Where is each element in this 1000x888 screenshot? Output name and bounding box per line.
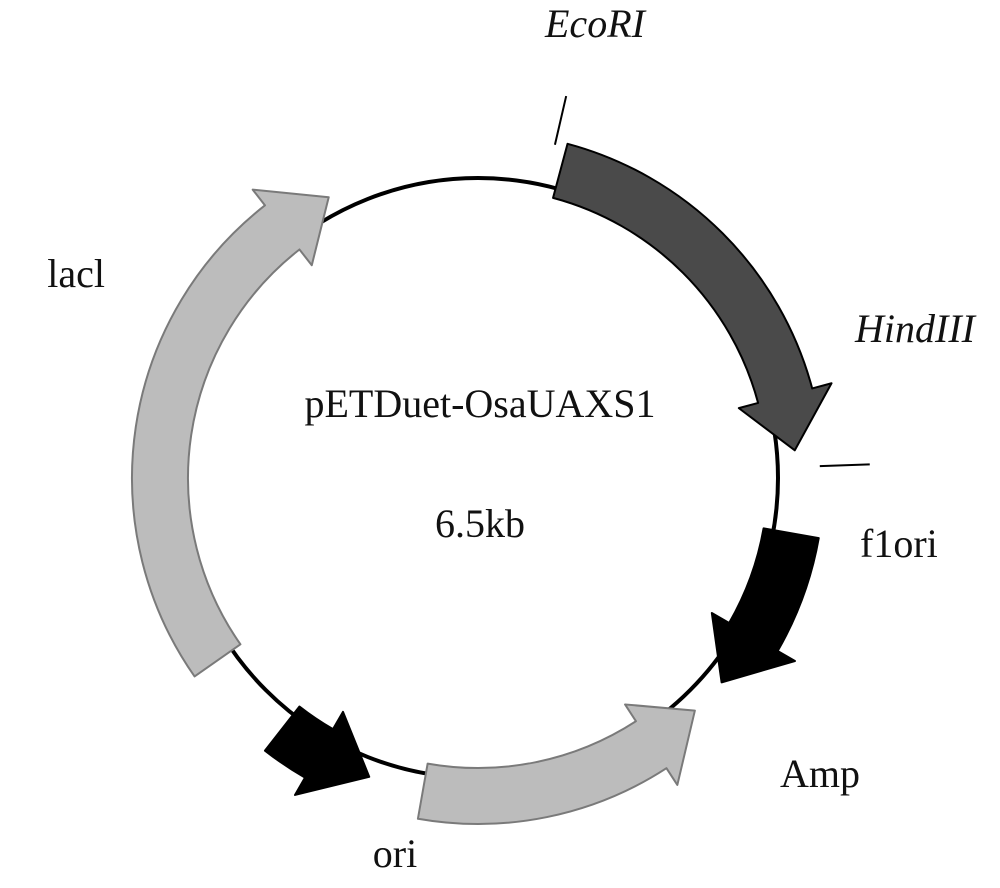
plasmid-name: pETDuet-OsaUAXS1 — [304, 380, 655, 427]
plasmid-map: pETDuet-OsaUAXS1 6.5kb f1ori Amp ori lacl EcoR… — [0, 0, 1000, 888]
label-HindIII: HindIII — [855, 305, 975, 352]
site-tick-EcoRI — [555, 96, 566, 145]
label-ori: ori — [373, 830, 417, 877]
feature-ori — [265, 707, 369, 795]
plasmid-size: 6.5kb — [435, 500, 525, 547]
label-lacI: lacl — [47, 250, 105, 297]
feature-f1ori — [712, 528, 819, 682]
label-f1ori: f1ori — [860, 520, 938, 567]
feature-lacI — [132, 190, 329, 677]
site-tick-HindIII — [820, 464, 870, 466]
feature-amp — [418, 704, 695, 824]
label-amp: Amp — [780, 750, 860, 797]
label-EcoRI: EcoRI — [545, 0, 645, 47]
